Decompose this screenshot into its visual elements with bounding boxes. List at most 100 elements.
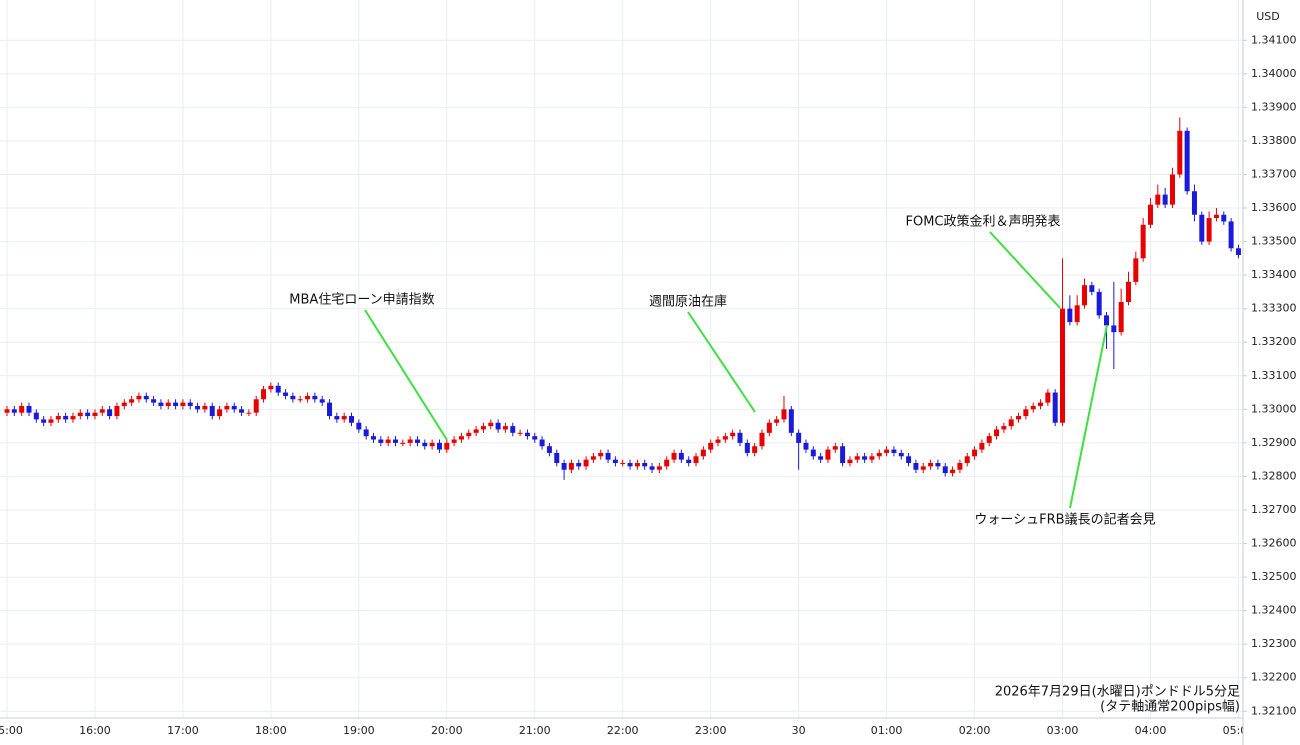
candle-body — [722, 436, 728, 440]
x-tick-label: 16:00 — [79, 724, 111, 737]
candle-body — [847, 459, 853, 464]
annotation: MBA住宅ローン申請指数 — [289, 293, 434, 308]
annotations: MBA住宅ローン申請指数 週間原油在庫 FOMC政策金利＆声明発表 ウォーシュF… — [289, 214, 1155, 528]
candle-body — [1191, 191, 1197, 215]
candle-body — [656, 466, 662, 470]
candle-body — [349, 416, 355, 423]
candle-body — [378, 439, 384, 443]
y-tick-label: 1.34000 — [1251, 67, 1297, 80]
candle-body — [121, 402, 127, 406]
caption: 2026年7月29日(水曜日)ポンドドル5分足 — [995, 685, 1240, 700]
annotation-line — [1069, 324, 1108, 509]
candle-body — [466, 432, 472, 437]
candle-body — [854, 456, 860, 460]
candle-body — [275, 385, 281, 393]
candle-body — [891, 449, 897, 453]
y-tick-label: 1.33400 — [1251, 268, 1297, 281]
x-tick-label: 04:00 — [1135, 724, 1167, 737]
candle-body — [11, 409, 17, 413]
candle-body — [1177, 130, 1183, 175]
candle-body — [913, 463, 919, 470]
candle-body — [99, 409, 105, 413]
candle-body — [19, 405, 25, 413]
candle-body — [26, 405, 32, 413]
candle-body — [605, 452, 611, 460]
candle-body — [1184, 130, 1190, 192]
candle-body — [407, 439, 413, 443]
candle-body — [950, 469, 956, 474]
candle-body — [524, 432, 530, 437]
y-tick-label: 1.33800 — [1251, 134, 1297, 147]
candle-body — [759, 432, 765, 447]
candle-body — [488, 422, 494, 427]
candle-body — [510, 426, 516, 433]
candle-body — [928, 463, 934, 467]
candle-body — [781, 409, 787, 420]
x-tick-label: 22:00 — [607, 724, 639, 737]
y-axis: 1.32100 1.32200 1.32300 1.32400 1.32500 1.326… — [1243, 33, 1297, 717]
candle-body — [1067, 308, 1073, 323]
candle-body — [261, 389, 267, 400]
candle-body — [700, 449, 706, 457]
x-tick-label: 23:00 — [695, 724, 727, 737]
candle-body — [392, 439, 398, 443]
candle-body — [1199, 214, 1205, 242]
candle-body — [187, 402, 193, 406]
y-tick-label: 1.32300 — [1251, 637, 1297, 650]
candle-body — [63, 416, 69, 420]
candle-body — [41, 419, 47, 423]
candle-body — [209, 405, 215, 417]
y-tick-label: 1.32400 — [1251, 604, 1297, 617]
candle-body — [964, 456, 970, 464]
candle-body — [906, 456, 912, 464]
candle-body — [502, 426, 508, 430]
candle-body — [458, 436, 464, 440]
candle-body — [334, 416, 340, 420]
candle-body — [1030, 405, 1036, 410]
candle-body — [620, 463, 626, 465]
y-tick-label: 1.32900 — [1251, 436, 1297, 449]
candle-body — [994, 429, 1000, 437]
candle-body — [371, 436, 376, 440]
candle-body — [634, 463, 640, 467]
y-tick-label: 1.33100 — [1251, 369, 1297, 382]
candle-body — [832, 446, 838, 450]
y-tick-label: 1.32500 — [1251, 570, 1297, 583]
candle-body — [151, 399, 157, 403]
candle-body — [180, 402, 186, 406]
candle-body — [129, 399, 135, 403]
candle-body — [774, 419, 780, 423]
candle-body — [1096, 291, 1102, 316]
candle-body — [1074, 305, 1080, 323]
candle-body — [136, 395, 142, 400]
candle-body — [1125, 281, 1131, 302]
y-tick-label: 1.32700 — [1251, 503, 1297, 516]
annotation: 週間原油在庫 — [649, 295, 727, 310]
candle-body — [1089, 285, 1095, 292]
candle-body — [1008, 419, 1014, 427]
candle-body — [532, 436, 538, 440]
candle-body — [517, 432, 523, 434]
candle-body — [972, 449, 978, 457]
candle-body — [568, 463, 574, 470]
candle-body — [143, 395, 149, 400]
candle-body — [290, 395, 296, 400]
x-tick-label: 17:00 — [167, 724, 199, 737]
candle-body — [583, 459, 589, 467]
y-tick-label: 1.32100 — [1251, 704, 1297, 717]
candle-body — [436, 442, 442, 450]
candle-body — [253, 399, 259, 413]
candle-body — [818, 456, 824, 460]
candle-body — [1111, 325, 1117, 333]
candle-body — [422, 442, 428, 447]
candle-body — [414, 439, 420, 443]
candle-body — [957, 463, 963, 470]
candle-body — [480, 426, 486, 430]
candle-body — [840, 446, 846, 464]
candle-body — [473, 429, 479, 433]
candle-body — [495, 422, 501, 430]
candle-body — [444, 442, 450, 450]
candle-body — [195, 405, 201, 410]
candle-body — [737, 432, 743, 443]
